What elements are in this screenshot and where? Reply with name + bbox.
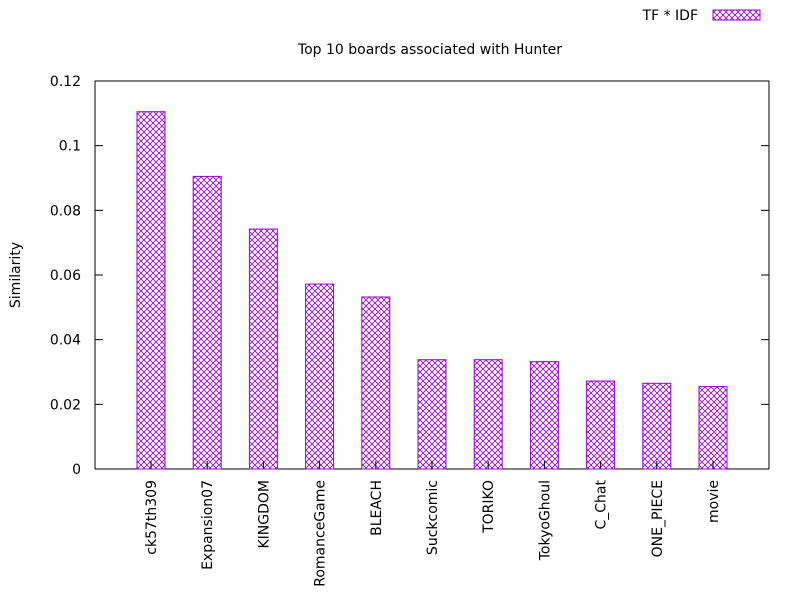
bar <box>642 382 672 470</box>
x-tick-label: ck57th309 <box>144 480 160 555</box>
bars <box>136 111 728 470</box>
y-axis-label: Similarity <box>8 242 24 308</box>
legend-label: TF * IDF <box>642 8 698 24</box>
bar <box>192 175 222 470</box>
x-tick-label: Expansion07 <box>200 480 216 570</box>
x-tick-label: TORIKO <box>481 480 497 534</box>
bar <box>305 283 335 470</box>
bar <box>529 361 559 470</box>
y-tick-label: 0.04 <box>50 333 81 349</box>
y-tick-label: 0.1 <box>59 139 81 155</box>
x-tick-label: TokyoGhoul <box>537 480 553 561</box>
x-tick-label: KINGDOM <box>256 480 272 549</box>
y-tick-label: 0.06 <box>50 268 81 284</box>
x-tick-label: C_Chat <box>594 479 610 529</box>
y-tick-label: 0 <box>72 462 81 478</box>
x-tick-label: movie <box>706 480 722 523</box>
x-axis: ck57th309 Expansion07 KINGDOM RomanceGame BL… <box>144 461 722 587</box>
bar <box>698 386 728 470</box>
x-tick-label: RomanceGame <box>313 480 329 587</box>
bar <box>361 296 391 470</box>
legend: TF * IDF <box>642 8 761 24</box>
y-tick-label: 0.12 <box>50 74 81 90</box>
bar <box>136 111 166 470</box>
y-axis: 0 0.02 0.04 0.06 0.08 0.1 0.12 <box>50 74 769 478</box>
bar <box>586 380 616 470</box>
bar <box>417 359 447 470</box>
x-tick-label: BLEACH <box>369 480 385 536</box>
chart-title: Top 10 boards associated with Hunter <box>297 42 562 58</box>
x-tick-label: Suckcomic <box>425 480 441 555</box>
bar <box>473 359 503 470</box>
x-tick-label: ONE_PIECE <box>650 480 666 557</box>
bar <box>248 228 278 470</box>
y-tick-label: 0.08 <box>50 203 81 219</box>
legend-swatch <box>712 9 761 21</box>
y-tick-label: 0.02 <box>50 397 81 413</box>
